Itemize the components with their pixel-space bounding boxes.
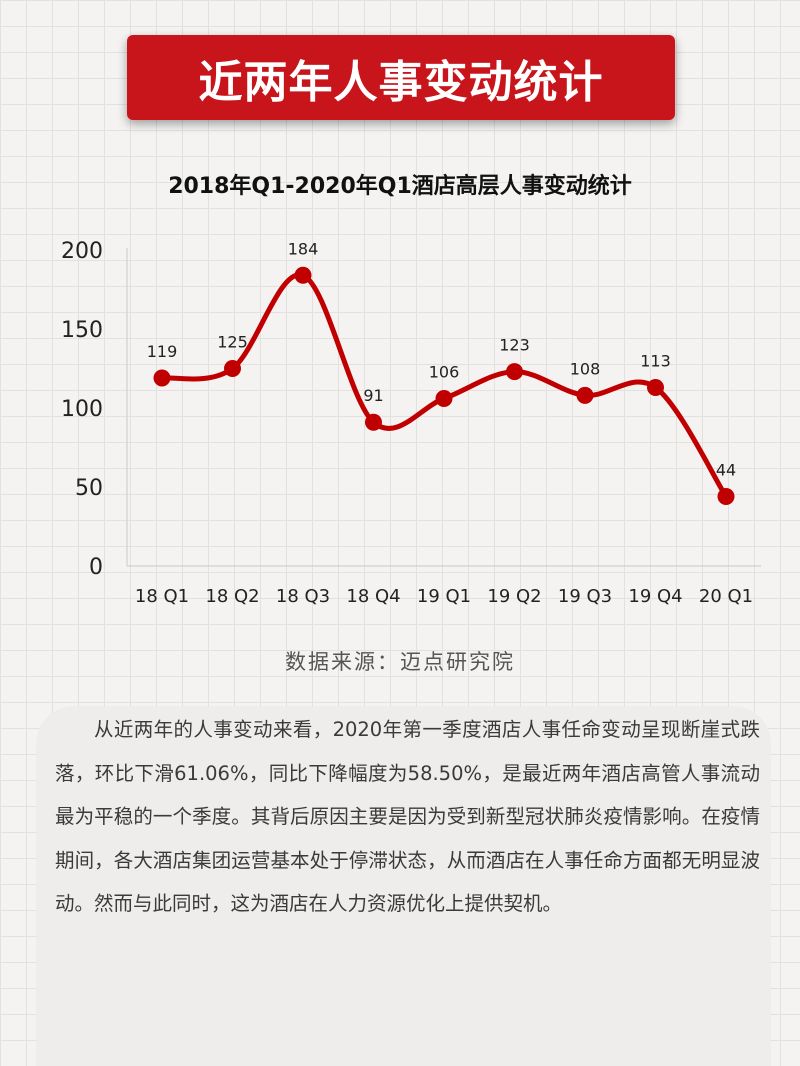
x-tick-label: 19 Q3 [558,586,612,607]
data-point [365,413,382,431]
data-label: 44 [716,460,736,479]
y-tick-label: 50 [75,476,103,501]
data-point [435,390,453,408]
line-chart: 0 50 100 150 200 18 Q1 18 Q2 18 Q3 18 Q4 19 Q1 19 … [61,239,761,607]
data-point [647,378,664,396]
data-label: 125 [217,333,248,352]
data-point [294,266,312,284]
series-line [159,272,729,499]
x-tick-label: 18 Q2 [205,586,259,607]
data-point [717,487,735,505]
y-tick-label: 150 [61,318,103,343]
y-tick-label: 0 [89,555,103,580]
x-tick-label: 18 Q3 [276,586,330,607]
y-tick-label: 200 [61,239,103,264]
banner-title: 近两年人事变动统计 [198,56,604,108]
data-point [224,360,241,377]
data-label: 91 [363,386,383,405]
description-panel [36,706,771,1066]
data-source: 数据来源：迈点研究院 [285,650,515,674]
x-tick-label: 18 Q4 [346,586,400,607]
data-point [153,369,171,387]
x-tick-label: 18 Q1 [135,586,189,607]
title-banner: 近两年人事变动统计 [127,35,675,120]
data-label: 123 [499,336,530,355]
x-tick-label: 19 Q1 [417,586,471,607]
data-label: 108 [570,359,601,378]
x-tick-label: 20 Q1 [699,586,753,607]
data-label: 184 [288,239,319,258]
data-label: 113 [640,351,671,370]
data-point [506,363,523,381]
data-point [576,386,594,404]
x-tick-label: 19 Q2 [487,586,541,607]
description-text: 从近两年的人事变动来看，2020年第一季度酒店人事任命变动呈现断崖式跌落，环比下… [55,718,760,915]
chart-title: 2018年Q1-2020年Q1酒店高层人事变动统计 [168,174,632,199]
data-label: 106 [429,363,460,382]
y-tick-label: 100 [61,397,103,422]
x-tick-label: 19 Q4 [628,586,682,607]
data-label: 119 [147,342,178,361]
